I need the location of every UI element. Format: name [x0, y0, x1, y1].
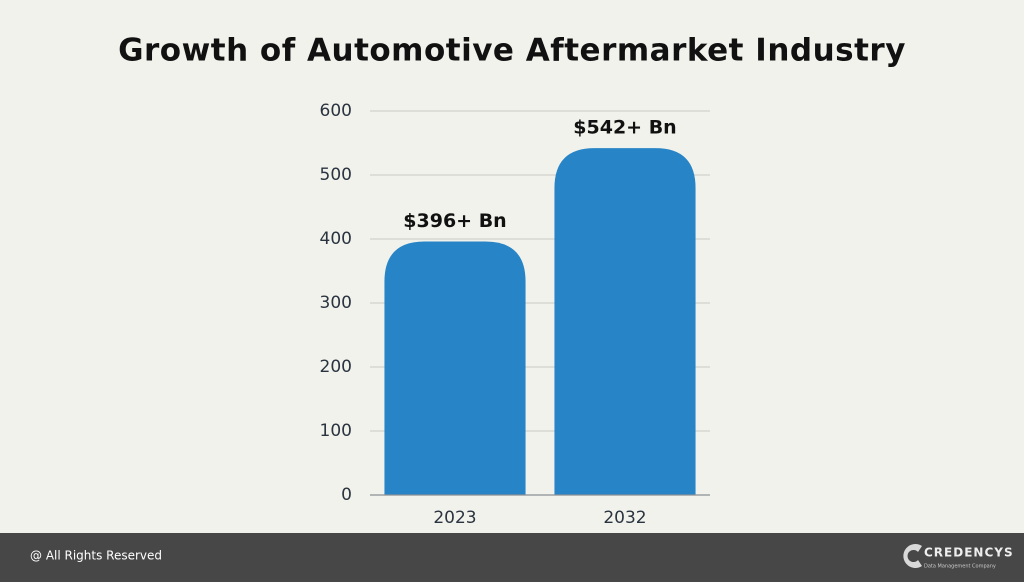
y-tick-label: 500: [320, 165, 352, 185]
logo: CREDENCYS Data Management Company: [903, 544, 1013, 570]
logo-name: CREDENCYS: [924, 546, 1014, 560]
chart-title: Growth of Automotive Aftermarket Industr…: [118, 33, 906, 69]
y-tick-label: 300: [320, 293, 352, 313]
logo-tagline: Data Management Company: [924, 564, 996, 570]
y-tick-label: 0: [341, 485, 352, 505]
footer-bar: [0, 533, 1024, 582]
y-tick-label: 400: [320, 229, 352, 249]
x-tick-label: 2032: [603, 508, 646, 528]
logo-mark: [903, 544, 922, 568]
y-tick-label: 600: [320, 101, 352, 121]
value-label: $396+ Bn: [403, 210, 506, 232]
y-tick-label: 100: [320, 421, 352, 441]
bar: [384, 241, 526, 495]
x-tick-label: 2023: [433, 508, 476, 528]
value-label: $542+ Bn: [573, 117, 676, 139]
y-tick-label: 200: [320, 357, 352, 377]
copyright: @ All Rights Reserved: [30, 549, 162, 563]
bar: [554, 148, 696, 495]
